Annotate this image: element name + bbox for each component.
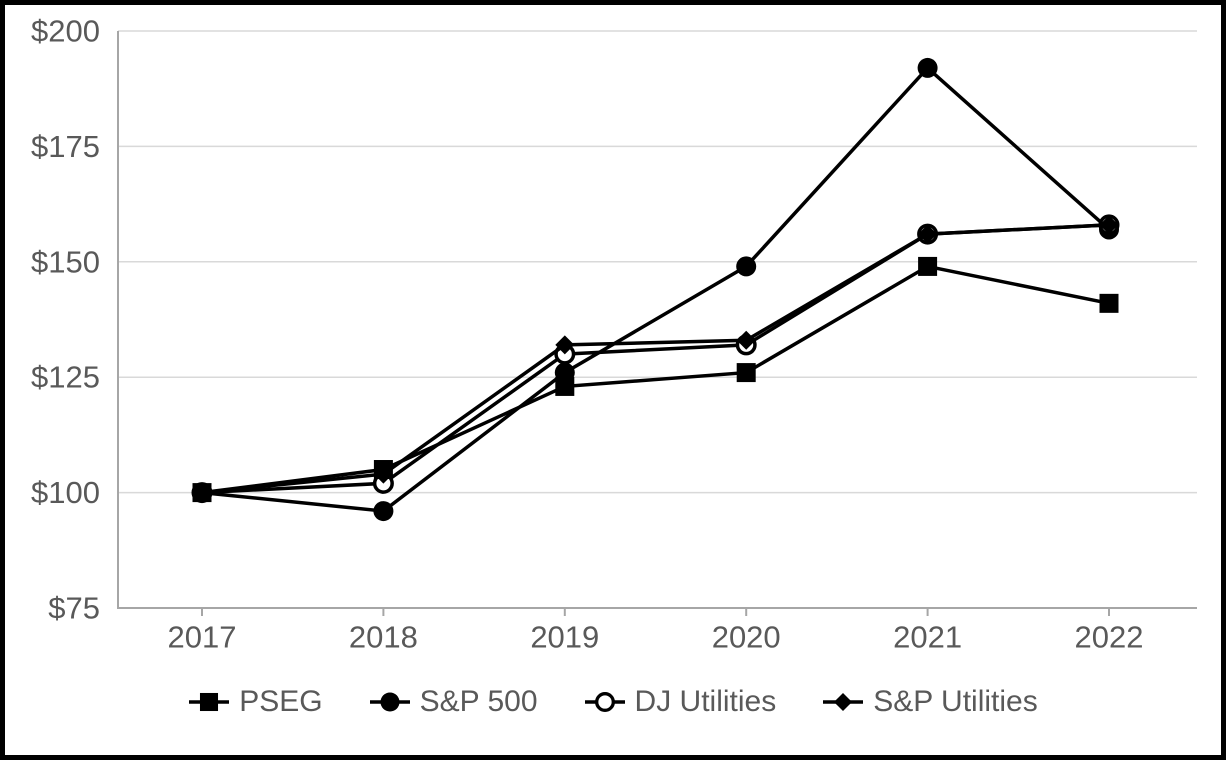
marker-square	[918, 256, 938, 276]
series-line	[201, 223, 1110, 495]
x-tick-label: 2020	[712, 620, 781, 655]
marker-diamond	[555, 335, 575, 355]
marker-square	[1099, 293, 1119, 313]
series-s-p-utilities	[192, 215, 1119, 503]
legend-label: PSEG	[239, 685, 323, 718]
x-tick-label: 2021	[893, 620, 962, 655]
x-tick-label: 2017	[168, 620, 237, 655]
x-tick-label: 2018	[349, 620, 418, 655]
series-line	[201, 264, 1110, 495]
y-axis-labels: $75 $100 $125 $150 $175 $200	[31, 14, 100, 626]
circle-legend-icon	[369, 692, 410, 712]
square-legend-icon	[189, 692, 230, 712]
series-s-p-500	[192, 57, 1119, 522]
marker-diamond	[373, 464, 393, 484]
marker-circle-open	[594, 692, 615, 712]
marker-diamond	[736, 330, 756, 350]
legend-label: S&P 500	[419, 685, 538, 718]
y-tick-label: $200	[31, 14, 100, 49]
legend-label: DJ Utilities	[634, 685, 777, 718]
axes	[117, 31, 1197, 609]
series-line	[201, 223, 1110, 495]
gridlines	[118, 30, 1197, 494]
legend-item-pseg: PSEG	[188, 685, 323, 719]
diamond-legend-icon	[823, 692, 864, 712]
y-tick-label: $175	[31, 129, 100, 164]
x-tick-label: 2022	[1075, 620, 1144, 655]
series-line	[201, 65, 1111, 513]
y-tick-label: $75	[48, 591, 100, 626]
marker-square	[555, 376, 575, 396]
y-tick-label: $150	[31, 244, 100, 279]
circle-open-legend-icon	[584, 692, 625, 712]
y-tick-label: $125	[31, 360, 100, 395]
marker-square	[736, 363, 756, 383]
marker-diamond	[834, 692, 853, 712]
marker-circle-filled	[380, 692, 400, 712]
marker-square	[200, 692, 219, 712]
y-tick-label: $100	[31, 475, 100, 510]
x-axis: 2017 2018 2019 2020 2021 2022	[168, 608, 1144, 655]
marker-circle-filled	[917, 57, 938, 78]
legend-label: S&P Utilities	[873, 685, 1038, 718]
series-pseg	[192, 256, 1119, 503]
x-tick-label: 2019	[530, 620, 599, 655]
series-group	[191, 57, 1120, 522]
marker-diamond	[192, 483, 212, 503]
legend-item-s-p-500: S&P 500	[369, 685, 538, 719]
series-dj-utilities	[191, 214, 1120, 504]
legend-item-s-p-utilities: S&P Utilities	[822, 685, 1038, 719]
legend: PSEG S&P 500 DJ Utilities S&P Utilities	[0, 685, 1226, 719]
marker-diamond	[918, 224, 938, 244]
marker-diamond	[1099, 215, 1119, 235]
legend-item-dj-utilities: DJ Utilities	[584, 685, 777, 719]
marker-circle-filled	[373, 501, 394, 522]
marker-circle-filled	[736, 256, 757, 277]
